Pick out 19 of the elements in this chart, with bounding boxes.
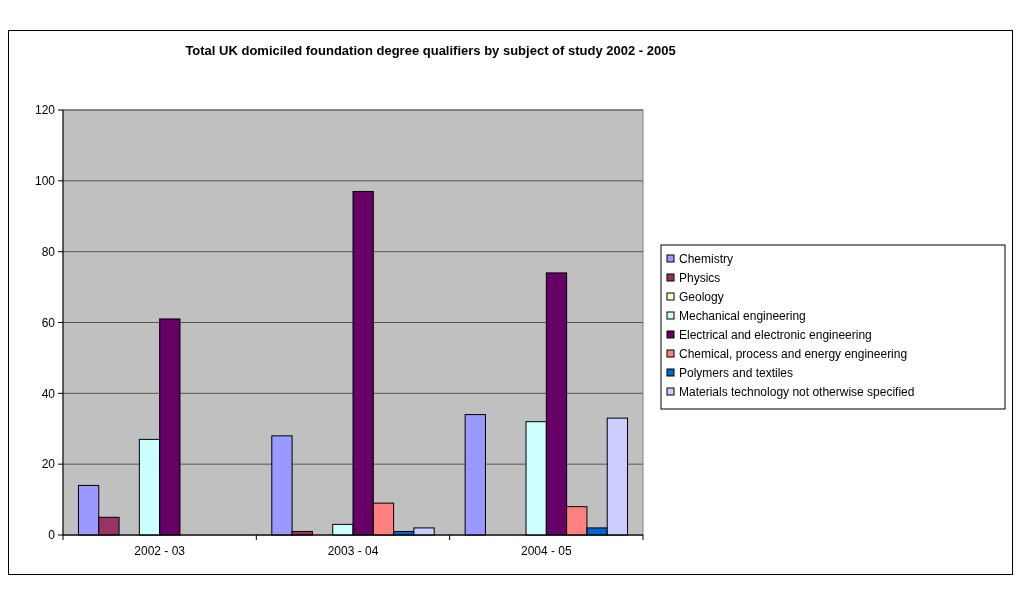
y-tick-label: 60 (41, 315, 56, 330)
legend-label: Electrical and electronic engineering (679, 328, 872, 343)
y-tick-label: 80 (41, 244, 56, 259)
legend-label: Polymers and textiles (679, 366, 794, 381)
legend-label: Mechanical engineering (679, 309, 806, 324)
y-tick-label: 100 (34, 174, 56, 189)
legend-label: Materials technology not otherwise specified (679, 385, 915, 400)
chart-title: Total UK domiciled foundation degree qualifiers by subject of study 2002 - 2005 (185, 43, 676, 58)
legend-label: Physics (679, 271, 721, 286)
y-tick-label: 120 (34, 103, 56, 118)
legend-label: Chemical, process and energy engineering (679, 347, 908, 362)
x-tick-label: 2003 - 04 (327, 544, 379, 558)
y-tick-label: 40 (41, 386, 56, 401)
legend-label: Chemistry (679, 252, 734, 267)
y-tick-label: 20 (41, 457, 56, 472)
x-tick-label: 2004 - 05 (520, 544, 573, 558)
legend-label: Geology (679, 290, 724, 305)
x-tick-label: 2002 - 03 (134, 544, 186, 558)
y-tick-label: 0 (48, 528, 56, 543)
